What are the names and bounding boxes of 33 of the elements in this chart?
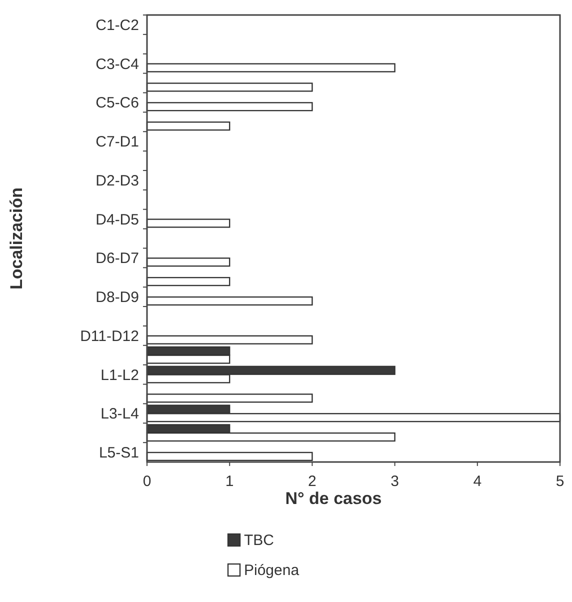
y-tick-label: D8-D9 xyxy=(96,289,139,306)
bar xyxy=(146,258,230,267)
y-tick-label: C5-C6 xyxy=(96,94,139,112)
x-tick-label: 4 xyxy=(473,473,482,490)
legend-label: Piógena xyxy=(244,562,300,579)
x-tick-label: 2 xyxy=(308,473,316,490)
x-tick-label: 5 xyxy=(556,473,564,490)
y-tick-label: L3-L4 xyxy=(100,406,139,423)
y-axis-title: Localización xyxy=(7,187,26,290)
bar xyxy=(146,296,313,306)
y-tick-label: C7-D1 xyxy=(96,134,139,151)
bar xyxy=(146,102,313,112)
x-tick-label: 0 xyxy=(142,473,152,490)
y-tick-label: L5-S1 xyxy=(98,444,139,462)
bar xyxy=(146,122,230,131)
y-tick-label: L1-L2 xyxy=(100,366,139,384)
y-tick-label: C3-C4 xyxy=(96,56,139,73)
bar xyxy=(146,218,230,228)
y-tick-label: D4-D5 xyxy=(96,211,139,228)
bar xyxy=(146,452,313,462)
bar xyxy=(146,63,396,72)
legend-label: TBC xyxy=(244,532,274,549)
y-tick-label: D11-D12 xyxy=(80,328,139,345)
y-tick-label: C1-C2 xyxy=(96,16,139,34)
x-tick-label: 3 xyxy=(390,473,399,490)
bar xyxy=(146,82,313,92)
bar xyxy=(146,276,230,286)
bar xyxy=(146,394,313,403)
y-tick-label: D2-D3 xyxy=(96,172,139,190)
bar xyxy=(146,335,313,344)
x-axis-title: N° de casos xyxy=(285,489,382,508)
x-tick-label: 1 xyxy=(225,473,234,490)
y-tick-label: D6-D7 xyxy=(96,250,139,268)
